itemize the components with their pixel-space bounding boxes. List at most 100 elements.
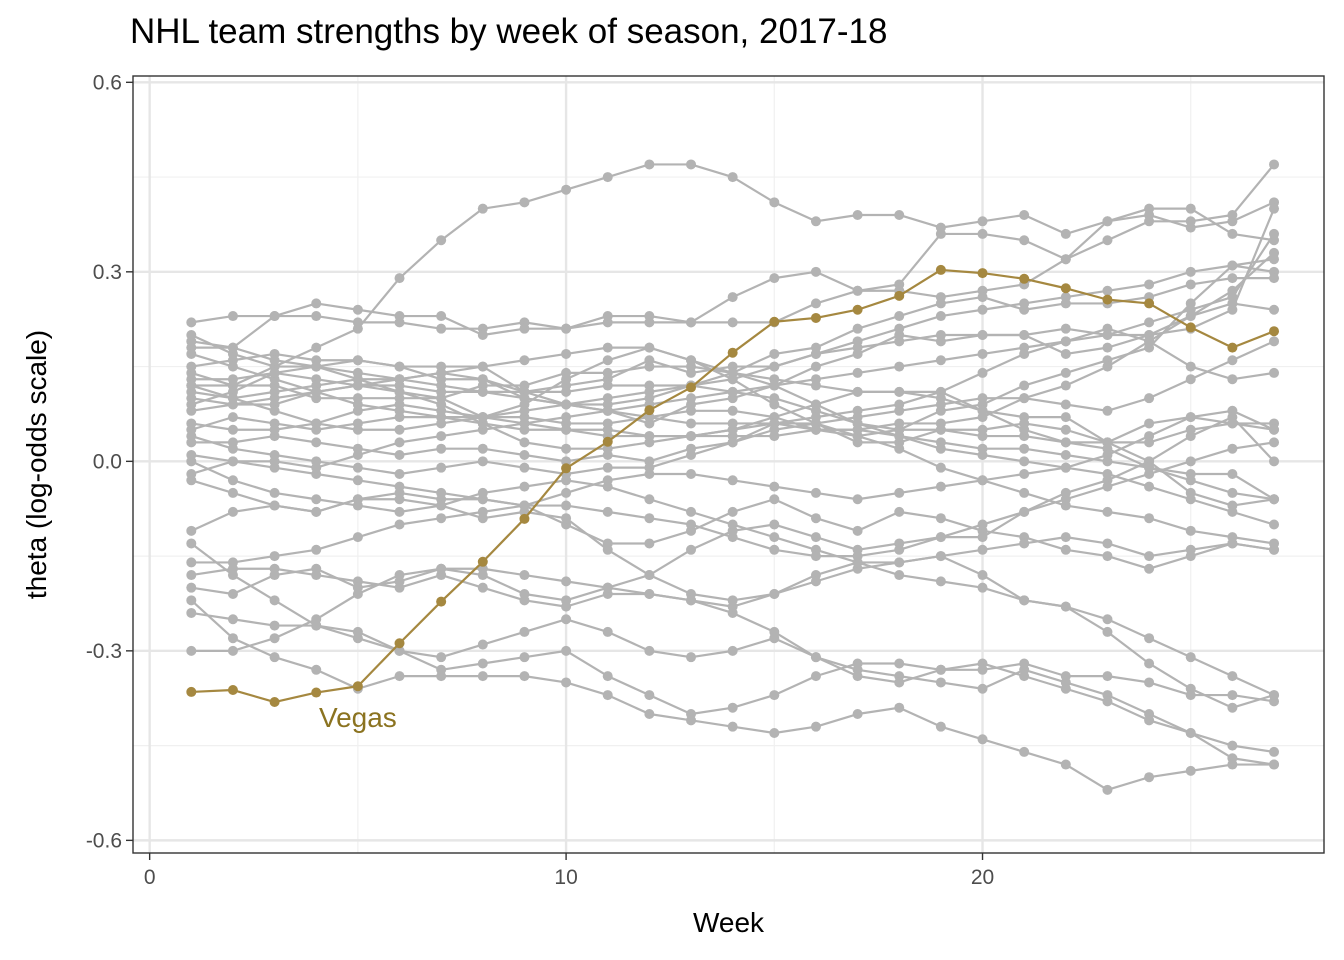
data-point — [810, 361, 821, 372]
data-point — [436, 323, 447, 334]
data-point — [686, 159, 697, 170]
data-point — [852, 209, 863, 220]
data-point — [1060, 292, 1071, 303]
data-point — [519, 652, 530, 663]
data-point — [436, 563, 447, 574]
data-point — [935, 424, 946, 435]
data-point — [935, 462, 946, 473]
data-point — [1102, 551, 1113, 562]
data-point — [1227, 260, 1238, 271]
data-point — [186, 361, 197, 372]
data-point — [477, 506, 488, 517]
data-point — [1019, 468, 1030, 479]
data-point — [1269, 759, 1280, 770]
data-point — [519, 437, 530, 448]
data-point — [1060, 532, 1071, 543]
data-point — [810, 671, 821, 682]
series-team — [186, 254, 1280, 435]
data-point — [311, 614, 322, 625]
data-point — [1144, 633, 1155, 644]
data-point — [1185, 279, 1196, 290]
data-point — [1144, 772, 1155, 783]
data-point — [227, 475, 238, 486]
data-point — [186, 380, 197, 391]
data-point — [894, 386, 905, 397]
data-point — [852, 494, 863, 505]
data-point — [1102, 506, 1113, 517]
data-point — [894, 399, 905, 410]
data-point — [1227, 209, 1238, 220]
data-point — [810, 513, 821, 524]
data-point — [1019, 487, 1030, 498]
data-point — [477, 412, 488, 423]
data-point — [186, 686, 197, 697]
data-point — [394, 386, 405, 397]
data-point — [602, 342, 613, 353]
data-point — [644, 159, 655, 170]
data-point — [1269, 203, 1280, 214]
data-point — [727, 519, 738, 530]
data-point — [894, 487, 905, 498]
data-point — [977, 532, 988, 543]
data-point — [977, 424, 988, 435]
data-point — [1269, 254, 1280, 265]
data-point — [1060, 494, 1071, 505]
data-point — [477, 443, 488, 454]
data-point — [1227, 690, 1238, 701]
data-point — [644, 709, 655, 720]
data-point — [477, 361, 488, 372]
data-point — [602, 355, 613, 366]
data-point — [977, 405, 988, 416]
data-point — [1185, 424, 1196, 435]
data-point — [935, 664, 946, 675]
data-point — [1227, 285, 1238, 296]
data-point — [269, 355, 280, 366]
data-point — [894, 361, 905, 372]
data-point — [1019, 393, 1030, 404]
data-point — [686, 506, 697, 517]
data-point — [977, 582, 988, 593]
y-tick-label: -0.6 — [86, 829, 122, 852]
data-point — [769, 589, 780, 599]
data-point — [1227, 304, 1238, 315]
data-point — [1227, 418, 1238, 429]
data-point — [1185, 652, 1196, 663]
data-point — [1185, 475, 1196, 486]
data-point — [519, 513, 530, 524]
chart-title: NHL team strengths by week of season, 20… — [130, 12, 888, 51]
data-point — [852, 671, 863, 682]
data-point — [977, 216, 988, 227]
data-point — [852, 336, 863, 347]
data-point — [352, 500, 363, 511]
data-point — [1019, 456, 1030, 467]
data-point — [810, 216, 821, 227]
y-axis-title: theta (log-odds scale) — [21, 330, 52, 599]
data-point — [1019, 298, 1030, 309]
data-point — [269, 500, 280, 511]
data-point — [561, 374, 572, 385]
data-point — [519, 450, 530, 461]
data-point — [852, 709, 863, 720]
data-point — [1019, 273, 1030, 284]
data-point — [644, 386, 655, 397]
data-point — [311, 563, 322, 574]
data-point — [394, 494, 405, 505]
data-point — [394, 399, 405, 410]
data-point — [561, 463, 572, 474]
data-point — [436, 367, 447, 378]
data-point — [269, 551, 280, 562]
data-point — [352, 380, 363, 391]
data-point — [1227, 342, 1238, 353]
data-point — [1019, 209, 1030, 220]
data-point — [894, 658, 905, 669]
data-point — [1060, 412, 1071, 423]
data-point — [311, 687, 322, 698]
data-point — [769, 727, 780, 738]
data-point — [769, 519, 780, 530]
data-point — [686, 519, 697, 530]
data-point — [186, 317, 197, 328]
data-point — [311, 544, 322, 555]
data-point — [644, 513, 655, 524]
data-point — [227, 589, 238, 599]
data-point — [561, 399, 572, 410]
